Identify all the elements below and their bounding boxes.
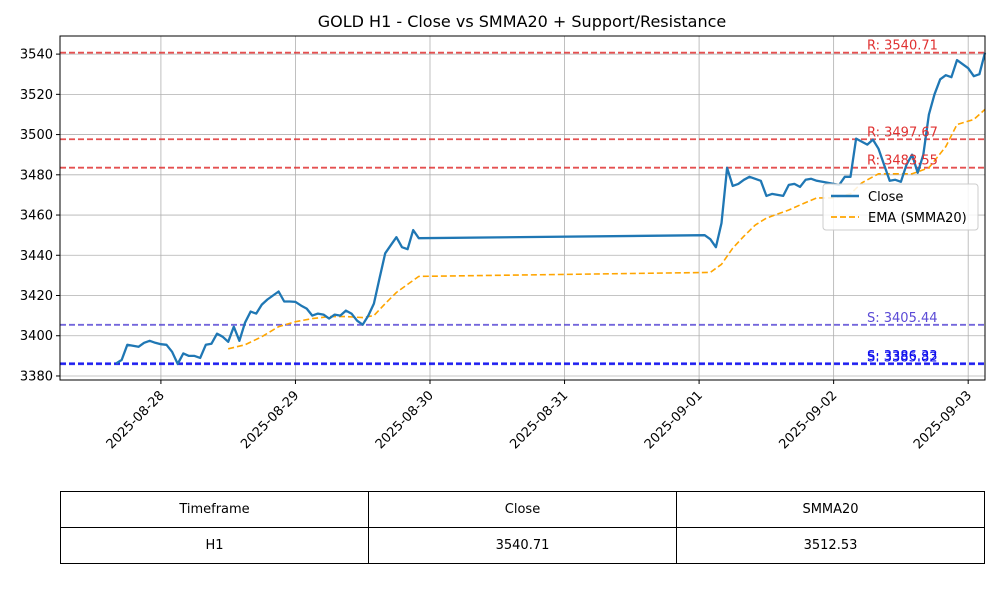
table-cell-smma20: 3512.53 [676, 527, 985, 564]
chart-title: GOLD H1 - Close vs SMMA20 + Support/Resi… [318, 12, 727, 31]
support-level-label: S: 3385.82 [867, 350, 938, 365]
y-tick-label: 3480 [20, 168, 53, 183]
x-tick-label: 2025-08-30 [373, 388, 437, 452]
axis-ticks: 3380 3400 3420 3440 3460 3480 3500 3520 3540 2025… [20, 48, 975, 453]
y-tick-label: 3440 [20, 249, 53, 264]
plot-frame [59, 35, 986, 381]
legend-close-label: Close [868, 190, 903, 205]
resistance-level-label: R: 3483.55 [867, 154, 938, 169]
legend-box [822, 183, 979, 231]
legend: Close EMA (SMMA20) [822, 183, 979, 231]
table-header-timeframe: Timeframe [60, 491, 369, 528]
chart: GOLD H1 - Close vs SMMA20 + Support/Resi… [20, 12, 987, 453]
table-row: H1 3540.71 3512.53 [60, 527, 985, 564]
table-cell-timeframe: H1 [60, 527, 369, 564]
y-tick-label: 3460 [20, 209, 53, 224]
level-labels: R: 3540.71 R: 3497.67 R: 3483.55 S: 3405.44… [867, 39, 938, 366]
y-tick-label: 3520 [20, 88, 53, 103]
x-tick-label: 2025-08-28 [104, 388, 168, 452]
y-tick-label: 3380 [20, 369, 53, 384]
support-level-label: S: 3405.44 [867, 311, 938, 326]
table-header-row: Timeframe Close SMMA20 [60, 491, 985, 528]
smma20-series-line [228, 108, 986, 350]
close-series-line [115, 52, 987, 366]
series [115, 52, 987, 366]
resistance-level-label: R: 3497.67 [867, 125, 938, 140]
table-header-smma20: SMMA20 [676, 491, 985, 528]
table-cell-close: 3540.71 [368, 527, 677, 564]
support-resistance-levels [60, 51, 985, 366]
support-level-label: S: 3386.33 [867, 349, 938, 364]
x-tick-label: 2025-08-31 [507, 388, 571, 452]
x-tick-label: 2025-09-03 [911, 388, 975, 452]
y-tick-label: 3540 [20, 48, 53, 63]
resistance-level-label: R: 3540.71 [867, 39, 938, 54]
y-tick-label: 3420 [20, 289, 53, 304]
x-tick-label: 2025-09-01 [642, 388, 706, 452]
summary-table: Timeframe Close SMMA20 H1 3540.71 3512.5… [60, 491, 985, 564]
y-tick-label: 3400 [20, 329, 53, 344]
x-tick-label: 2025-08-29 [238, 388, 302, 452]
grid [60, 36, 985, 380]
x-tick-label: 2025-09-02 [776, 388, 840, 452]
table-header-close: Close [368, 491, 677, 528]
legend-smma-label: EMA (SMMA20) [868, 211, 967, 226]
y-tick-label: 3500 [20, 128, 53, 143]
